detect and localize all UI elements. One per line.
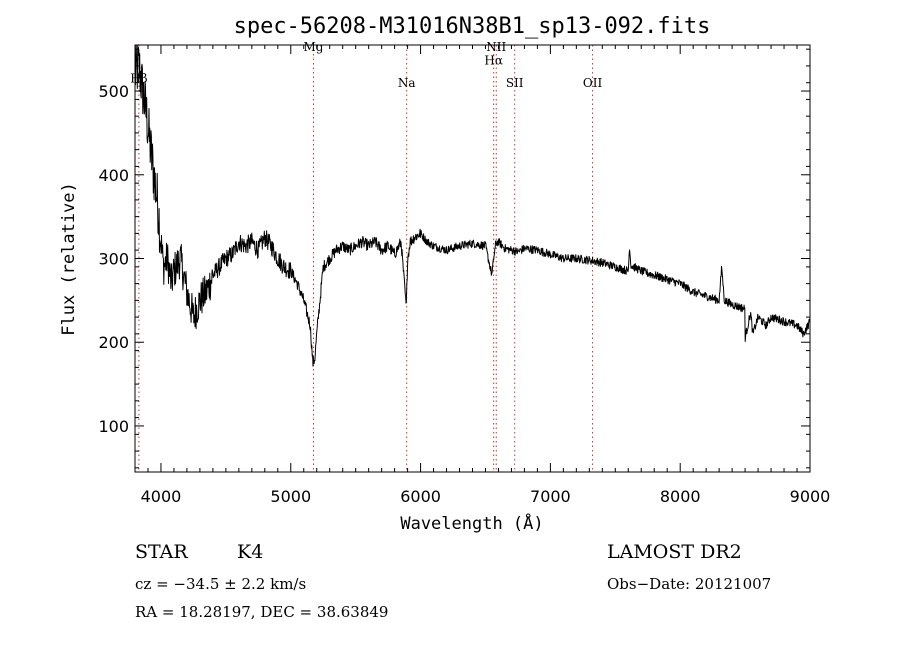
object-class: STAR	[135, 541, 188, 563]
y-tick-label: 200	[98, 333, 129, 352]
y-tick-label: 100	[98, 417, 129, 436]
axis-ticks: 4000 5000 6000 7000 8000 9000 100 200 300 400 500	[98, 45, 830, 506]
plot-frame	[134, 44, 811, 473]
spectral-line-label: Hβ	[130, 72, 147, 86]
chart-title: spec-56208-M31016N38B1_sp13-092.fits	[234, 14, 711, 39]
spectral-line-markers	[138, 45, 594, 472]
y-tick-label: 300	[98, 250, 129, 269]
redshift-velocity: cz = −34.5 ± 2.2 km/s	[135, 575, 307, 593]
y-tick-label: 500	[98, 82, 129, 101]
object-subclass: K4	[237, 541, 264, 563]
y-tick-label: 400	[98, 166, 129, 185]
axes	[134, 44, 811, 473]
x-axis-label: Wavelength (Å)	[400, 512, 543, 534]
spectral-line-label: Mg	[304, 40, 324, 54]
spectral-line-label: Na	[398, 76, 416, 90]
observation-date: Obs−Date: 20121007	[607, 575, 772, 593]
spectrum-series	[134, 44, 811, 367]
spectral-line-label: OII	[583, 76, 603, 90]
x-tick-label: 8000	[660, 487, 701, 506]
x-tick-label: 9000	[790, 487, 831, 506]
survey-name: LAMOST DR2	[607, 541, 742, 563]
x-tick-label: 7000	[530, 487, 571, 506]
y-axis-label: Flux (relative)	[59, 182, 79, 336]
x-tick-label: 5000	[270, 487, 311, 506]
sky-coordinates: RA = 18.28197, DEC = 38.63849	[135, 603, 389, 621]
x-tick-label: 6000	[400, 487, 441, 506]
spectrum-line	[134, 44, 811, 367]
x-tick-label: 4000	[141, 487, 182, 506]
spectral-line-label: NII	[486, 40, 506, 54]
spectral-line-label: SII	[506, 76, 524, 90]
spectral-line-label: Hα	[484, 53, 503, 67]
